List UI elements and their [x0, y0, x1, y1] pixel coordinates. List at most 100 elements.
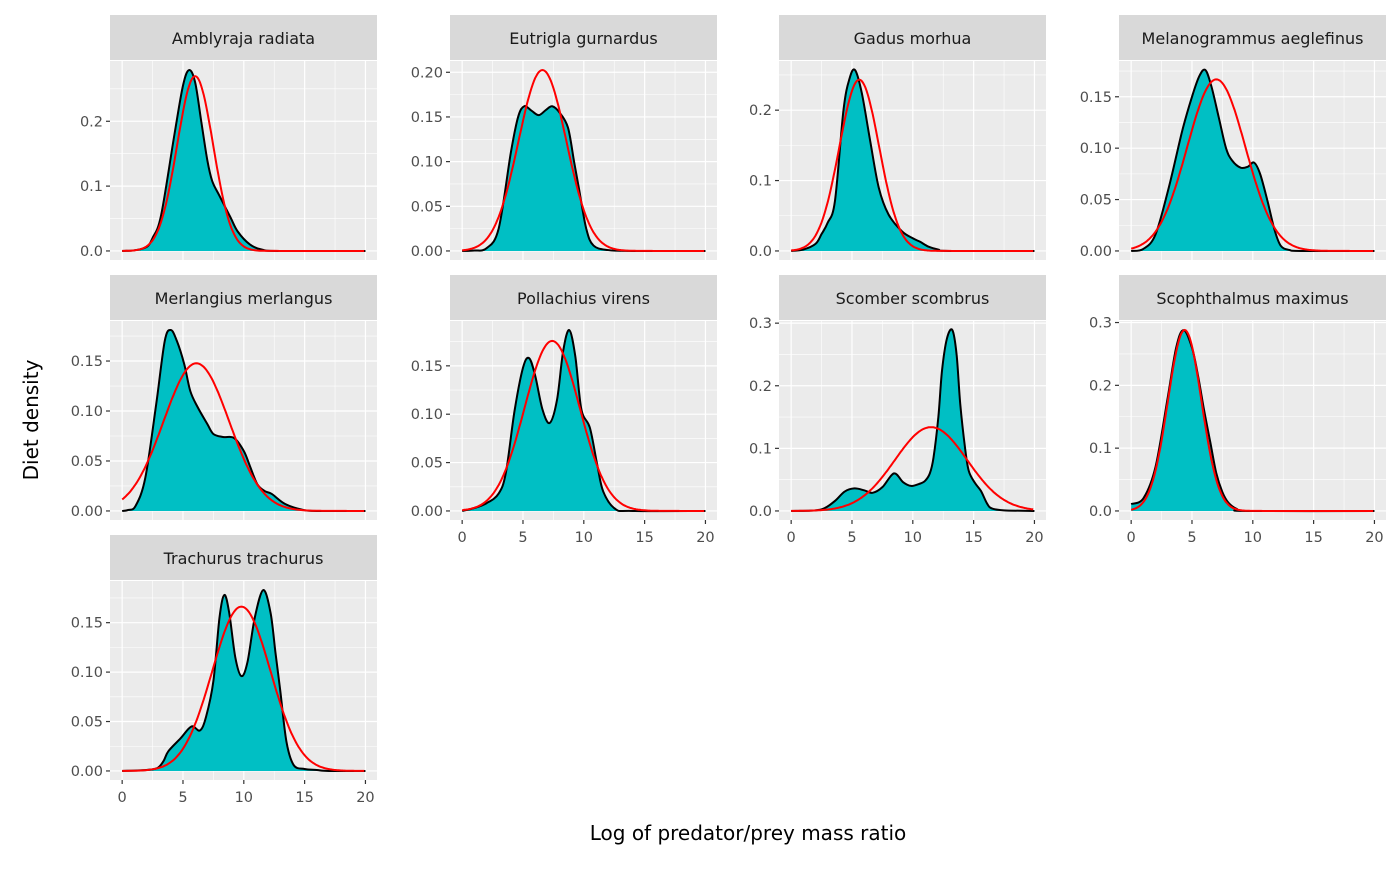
- facet-panel: Merlangius merlangus 0.00 0.05 0.10 0.15: [71, 275, 377, 520]
- density-line: [122, 329, 366, 513]
- x-tick-label: 10: [235, 790, 253, 806]
- facet-panel: Scophthalmus maximus 0.0 0.1 0.2 0.3 0 5 10 15 20: [1089, 275, 1386, 546]
- facet-strip: [110, 15, 377, 60]
- facet-panel: Gadus morhua 0.0 0.1 0.2: [749, 15, 1046, 260]
- x-tick-label: 15: [635, 530, 653, 546]
- y-tick-label: 0.15: [411, 359, 443, 375]
- facet-strip-label: Melanogrammus aeglefinus: [1142, 29, 1364, 48]
- density-area: [462, 106, 706, 252]
- x-tick-label: 15: [964, 530, 982, 546]
- facet-strip: [110, 535, 377, 580]
- facet-strip: [450, 275, 717, 320]
- x-tick-label: 0: [787, 530, 796, 546]
- normal-fit-line: [1130, 328, 1374, 512]
- facet-panel: Eutrigla gurnardus 0.00 0.05 0.10 0.15 0.20: [411, 15, 717, 260]
- facet-panel: Scomber scombrus 0.0 0.1 0.2 0.3 0 5 10 15 20: [749, 275, 1046, 546]
- density-line: [1130, 68, 1375, 253]
- x-tick-label: 20: [356, 790, 374, 806]
- y-tick-label: 0.05: [1080, 193, 1112, 209]
- y-tick-label: 0.15: [71, 354, 103, 370]
- y-tick-label: 0.1: [1089, 441, 1112, 457]
- density-area: [1131, 330, 1375, 512]
- facet-strip-label: Gadus morhua: [854, 29, 972, 48]
- y-tick-label: 0.2: [1089, 378, 1112, 394]
- normal-fit-line: [462, 339, 705, 512]
- x-tick-label: 20: [1025, 530, 1043, 546]
- facet-strip-label: Scomber scombrus: [836, 289, 990, 308]
- normal-fit-line: [791, 426, 1034, 512]
- y-tick-label: 0.2: [80, 114, 103, 130]
- y-tick-label: 0.15: [411, 110, 443, 126]
- normal-fit-line: [122, 605, 365, 772]
- density-line: [791, 328, 1035, 512]
- y-tick-label: 0.2: [749, 103, 772, 119]
- density-area: [791, 69, 1035, 252]
- y-tick-label: 0.05: [411, 199, 443, 215]
- y-tick-label: 0.1: [749, 441, 772, 457]
- facet-strip: [779, 275, 1046, 320]
- x-tick-label: 20: [1365, 530, 1383, 546]
- facet-strip: [1119, 15, 1386, 60]
- y-tick-label: 0.00: [1080, 244, 1112, 260]
- facet-strip-label: Merlangius merlangus: [155, 289, 333, 308]
- y-tick-label: 0.05: [71, 715, 103, 731]
- normal-fit-line: [791, 78, 1034, 252]
- y-tick-label: 0.00: [411, 244, 443, 260]
- facet-strip: [1119, 275, 1386, 320]
- density-line: [462, 105, 706, 253]
- y-tick-label: 0.00: [71, 764, 103, 780]
- y-tick-label: 0.00: [71, 504, 103, 520]
- facet-strip-label: Amblyraja radiata: [172, 29, 315, 48]
- normal-fit-line: [462, 68, 705, 252]
- facet-panel: Melanogrammus aeglefinus 0.00 0.05 0.10 0.15: [1080, 15, 1386, 260]
- x-tick-label: 5: [847, 530, 856, 546]
- y-tick-label: 0.0: [80, 244, 103, 260]
- x-tick-label: 15: [1304, 530, 1322, 546]
- facet-strip-label: Scophthalmus maximus: [1156, 289, 1348, 308]
- density-area: [122, 590, 366, 772]
- y-tick-label: 0.10: [411, 155, 443, 171]
- y-tick-label: 0.10: [411, 407, 443, 423]
- x-tick-label: 0: [118, 790, 127, 806]
- x-tick-label: 0: [458, 530, 467, 546]
- normal-fit-line: [1130, 78, 1374, 252]
- facet-strip: [779, 15, 1046, 60]
- y-tick-label: 0.20: [411, 65, 443, 81]
- y-tick-label: 0.05: [411, 456, 443, 472]
- x-tick-label: 10: [575, 530, 593, 546]
- facet-panel: Trachurus trachurus 0.00 0.05 0.10 0.15 0 5 10 1…: [71, 535, 377, 806]
- x-tick-label: 5: [518, 530, 527, 546]
- y-tick-label: 0.10: [71, 404, 103, 420]
- y-tick-label: 0.00: [411, 504, 443, 520]
- density-line: [122, 69, 366, 253]
- x-tick-label: 15: [295, 790, 313, 806]
- facet-panel: Amblyraja radiata 0.0 0.1 0.2: [80, 15, 377, 260]
- facet-panel: Pollachius virens 0.00 0.05 0.10 0.15 0 5 10 15 2…: [411, 275, 717, 546]
- y-tick-label: 0.0: [749, 244, 772, 260]
- y-tick-label: 0.1: [80, 179, 103, 195]
- facet-strip: [110, 275, 377, 320]
- facet-strip: [450, 15, 717, 60]
- x-tick-label: 0: [1127, 530, 1136, 546]
- density-line: [122, 589, 366, 773]
- facet-strip-label: Pollachius virens: [517, 289, 650, 308]
- facet-strip-label: Trachurus trachurus: [163, 549, 324, 568]
- y-tick-label: 0.05: [71, 454, 103, 470]
- density-line: [791, 68, 1035, 253]
- y-tick-label: 0.1: [749, 174, 772, 190]
- density-area: [1131, 69, 1375, 252]
- normal-fit-line: [122, 75, 365, 252]
- y-axis-title: Diet density: [19, 359, 43, 480]
- y-tick-label: 0.2: [749, 379, 772, 395]
- facet-strip-label: Eutrigla gurnardus: [509, 29, 658, 48]
- y-tick-label: 0.10: [71, 665, 103, 681]
- x-axis-title: Log of predator/prey mass ratio: [590, 821, 907, 845]
- x-tick-label: 10: [1244, 530, 1262, 546]
- y-tick-label: 0.3: [1089, 316, 1112, 332]
- y-tick-label: 0.0: [749, 504, 772, 520]
- x-tick-label: 5: [1187, 530, 1196, 546]
- x-tick-label: 10: [904, 530, 922, 546]
- normal-fit-line: [121, 362, 365, 512]
- x-tick-label: 5: [178, 790, 187, 806]
